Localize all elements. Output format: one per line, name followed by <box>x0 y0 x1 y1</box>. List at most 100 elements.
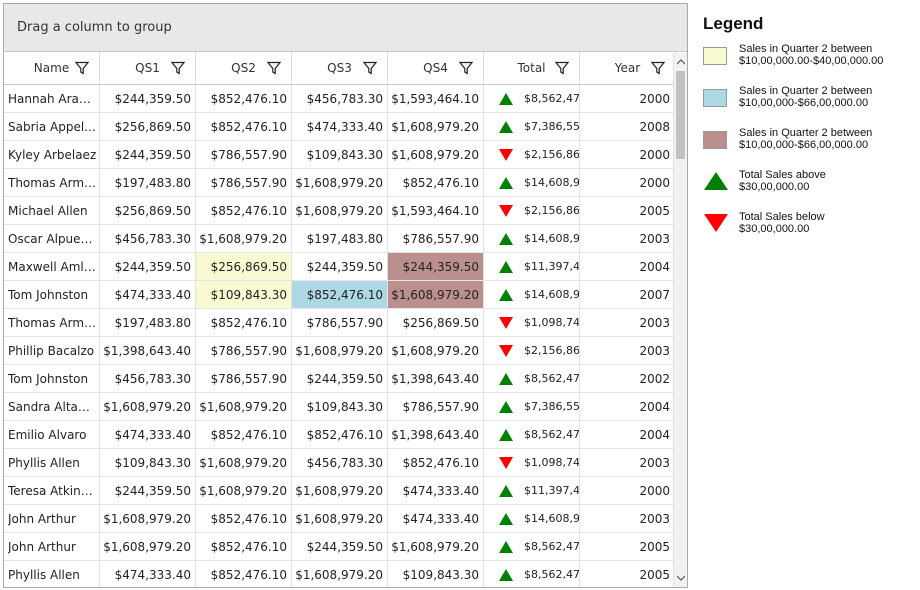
cell-name[interactable]: Tom Johnston <box>4 281 100 308</box>
cell-qs3[interactable]: $456,783.30 <box>292 449 388 476</box>
cell-qs1[interactable]: $256,869.50 <box>100 113 196 140</box>
cell-qs2[interactable]: $852,476.10 <box>196 533 292 560</box>
table-row[interactable]: Kyley Arbelaez $244,359.50 $786,557.90 $109… <box>4 141 687 169</box>
cell-year[interactable]: 2004 <box>580 393 676 420</box>
filter-icon[interactable] <box>171 61 185 75</box>
cell-year[interactable]: 2004 <box>580 421 676 448</box>
cell-qs2[interactable]: $852,476.10 <box>196 421 292 448</box>
cell-qs4[interactable]: $1,608,979.20 <box>388 141 484 168</box>
cell-qs4[interactable]: $1,608,979.20 <box>388 113 484 140</box>
cell-qs1[interactable]: $456,783.30 <box>100 225 196 252</box>
cell-qs3[interactable]: $456,783.30 <box>292 85 388 112</box>
cell-qs1[interactable]: $1,608,979.20 <box>100 505 196 532</box>
cell-qs1[interactable]: $456,783.30 <box>100 365 196 392</box>
cell-qs1[interactable]: $1,608,979.20 <box>100 533 196 560</box>
column-header-total[interactable]: Total <box>484 52 580 84</box>
cell-year[interactable]: 2000 <box>580 169 676 196</box>
scroll-up-icon[interactable] <box>674 55 687 69</box>
cell-qs1[interactable]: $244,359.50 <box>100 253 196 280</box>
cell-qs2[interactable]: $852,476.10 <box>196 505 292 532</box>
cell-total[interactable]: $2,156,869 <box>484 197 580 224</box>
cell-name[interactable]: Maxwell Amla... <box>4 253 100 280</box>
cell-qs4[interactable]: $1,398,643.40 <box>388 365 484 392</box>
cell-name[interactable]: Tom Johnston <box>4 365 100 392</box>
filter-icon[interactable] <box>555 61 569 75</box>
cell-qs3[interactable]: $852,476.10 <box>292 281 388 308</box>
cell-year[interactable]: 2003 <box>580 309 676 336</box>
scrollbar-thumb[interactable] <box>676 71 685 159</box>
filter-icon[interactable] <box>459 61 473 75</box>
cell-name[interactable]: Phyllis Allen <box>4 561 100 587</box>
cell-qs4[interactable]: $474,333.40 <box>388 477 484 504</box>
cell-total[interactable]: $8,562,476 <box>484 85 580 112</box>
cell-qs1[interactable]: $474,333.40 <box>100 281 196 308</box>
cell-total[interactable]: $8,562,476 <box>484 365 580 392</box>
cell-year[interactable]: 2005 <box>580 561 676 587</box>
cell-qs3[interactable]: $244,359.50 <box>292 253 388 280</box>
cell-qs3[interactable]: $109,843.30 <box>292 141 388 168</box>
cell-total[interactable]: $2,156,869 <box>484 337 580 364</box>
table-row[interactable]: Teresa Atkins... $244,359.50 $1,608,979.20… <box>4 477 687 505</box>
table-row[interactable]: Hannah Arak... $244,359.50 $852,476.10 $456… <box>4 85 687 113</box>
cell-year[interactable]: 2000 <box>580 141 676 168</box>
cell-year[interactable]: 2005 <box>580 197 676 224</box>
cell-year[interactable]: 2005 <box>580 533 676 560</box>
cell-year[interactable]: 2003 <box>580 449 676 476</box>
filter-icon[interactable] <box>267 61 281 75</box>
cell-qs1[interactable]: $474,333.40 <box>100 421 196 448</box>
table-row[interactable]: Phyllis Allen $474,333.40 $852,476.10 $1,60… <box>4 561 687 587</box>
table-row[interactable]: Thomas Arms... $197,483.80 $852,476.10 $786… <box>4 309 687 337</box>
cell-qs2[interactable]: $1,608,979.20 <box>196 225 292 252</box>
table-row[interactable]: Oscar Alpuerto $456,783.30 $1,608,979.20 $1… <box>4 225 687 253</box>
cell-qs3[interactable]: $1,608,979.20 <box>292 169 388 196</box>
cell-qs4[interactable]: $1,398,643.40 <box>388 421 484 448</box>
filter-icon[interactable] <box>363 61 377 75</box>
cell-total[interactable]: $2,156,869 <box>484 141 580 168</box>
cell-total[interactable]: $8,562,476 <box>484 421 580 448</box>
table-row[interactable]: Phyllis Allen $109,843.30 $1,608,979.20 $45… <box>4 449 687 477</box>
cell-qs1[interactable]: $474,333.40 <box>100 561 196 587</box>
cell-total[interactable]: $14,608,97 <box>484 281 580 308</box>
cell-year[interactable]: 2000 <box>580 477 676 504</box>
cell-total[interactable]: $14,608,97 <box>484 225 580 252</box>
cell-qs4[interactable]: $786,557.90 <box>388 393 484 420</box>
cell-name[interactable]: Michael Allen <box>4 197 100 224</box>
cell-name[interactable]: Oscar Alpuerto <box>4 225 100 252</box>
column-header-qs4[interactable]: QS4 <box>388 52 484 84</box>
table-row[interactable]: Michael Allen $256,869.50 $852,476.10 $1,60… <box>4 197 687 225</box>
cell-qs4[interactable]: $474,333.40 <box>388 505 484 532</box>
cell-name[interactable]: Hannah Arak... <box>4 85 100 112</box>
cell-qs2[interactable]: $109,843.30 <box>196 281 292 308</box>
cell-total[interactable]: $8,562,476 <box>484 533 580 560</box>
cell-qs1[interactable]: $109,843.30 <box>100 449 196 476</box>
table-row[interactable]: Sandra Altami... $1,608,979.20 $1,608,979.… <box>4 393 687 421</box>
cell-qs3[interactable]: $852,476.10 <box>292 421 388 448</box>
cell-year[interactable]: 2004 <box>580 253 676 280</box>
cell-total[interactable]: $7,386,557 <box>484 113 580 140</box>
cell-name[interactable]: Emilio Alvaro <box>4 421 100 448</box>
cell-name[interactable]: Phillip Bacalzo <box>4 337 100 364</box>
cell-qs2[interactable]: $852,476.10 <box>196 561 292 587</box>
cell-qs2[interactable]: $852,476.10 <box>196 309 292 336</box>
column-header-qs3[interactable]: QS3 <box>292 52 388 84</box>
cell-name[interactable]: Kyley Arbelaez <box>4 141 100 168</box>
cell-qs3[interactable]: $244,359.50 <box>292 365 388 392</box>
cell-qs1[interactable]: $244,359.50 <box>100 141 196 168</box>
cell-total[interactable]: $1,098,743 <box>484 449 580 476</box>
cell-qs2[interactable]: $786,557.90 <box>196 169 292 196</box>
cell-qs4[interactable]: $1,593,464.10 <box>388 197 484 224</box>
cell-qs2[interactable]: $852,476.10 <box>196 85 292 112</box>
cell-qs2[interactable]: $1,608,979.20 <box>196 449 292 476</box>
cell-total[interactable]: $14,608,97 <box>484 169 580 196</box>
cell-qs3[interactable]: $474,333.40 <box>292 113 388 140</box>
cell-qs4[interactable]: $852,476.10 <box>388 449 484 476</box>
cell-qs2[interactable]: $786,557.90 <box>196 365 292 392</box>
cell-qs4[interactable]: $244,359.50 <box>388 253 484 280</box>
cell-qs4[interactable]: $1,608,979.20 <box>388 281 484 308</box>
table-row[interactable]: Sabria Appel... $256,869.50 $852,476.10 $47… <box>4 113 687 141</box>
table-row[interactable]: Phillip Bacalzo $1,398,643.40 $786,557.90 $… <box>4 337 687 365</box>
cell-qs3[interactable]: $1,608,979.20 <box>292 337 388 364</box>
cell-year[interactable]: 2007 <box>580 281 676 308</box>
table-row[interactable]: Thomas Arms... $197,483.80 $786,557.90 $1,6… <box>4 169 687 197</box>
cell-qs2[interactable]: $852,476.10 <box>196 113 292 140</box>
